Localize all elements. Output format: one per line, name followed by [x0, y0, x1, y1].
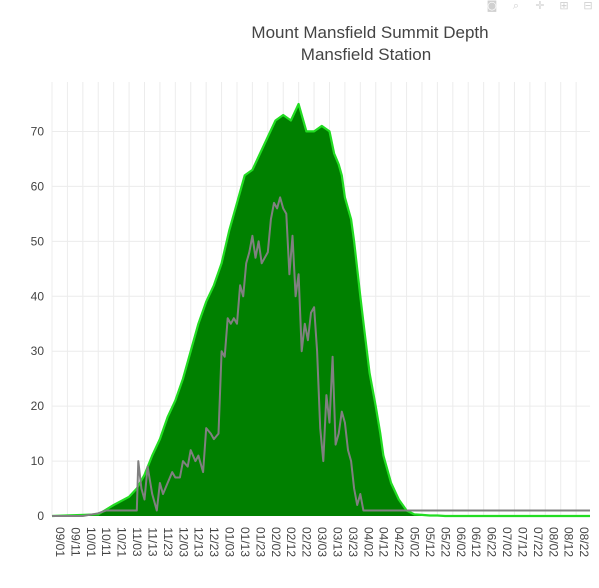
zoom-in-icon[interactable]: ⊞ — [559, 0, 569, 12]
x-tick-label: 03/13 — [330, 527, 344, 557]
x-tick-label: 10/21 — [115, 527, 129, 557]
x-tick-label: 06/02 — [454, 527, 468, 557]
chart-title: Mount Mansfield Summit Depth — [251, 23, 488, 42]
x-tick-label: 04/22 — [392, 527, 406, 557]
x-tick-label: 01/23 — [253, 527, 267, 557]
x-tick-label: 11/03 — [130, 527, 144, 556]
y-tick-label: 40 — [31, 289, 45, 303]
x-tick-label: 07/12 — [515, 527, 529, 557]
x-tick-label: 11/13 — [145, 527, 159, 556]
x-tick-label: 02/02 — [269, 527, 283, 557]
x-tick-label: 04/02 — [361, 527, 375, 557]
x-tick-label: 09/01 — [53, 527, 67, 557]
y-tick-label: 0 — [37, 509, 44, 523]
x-tick-label: 05/02 — [408, 527, 422, 557]
x-tick-label: 12/13 — [192, 527, 206, 557]
x-tick-label: 11/23 — [161, 527, 175, 556]
y-tick-label: 60 — [31, 179, 45, 193]
camera-icon[interactable]: ◙ — [486, 0, 498, 12]
x-tick-label: 01/03 — [223, 527, 237, 557]
x-tick-label: 10/11 — [99, 527, 113, 556]
x-tick-label: 03/03 — [315, 527, 329, 557]
y-tick-label: 30 — [31, 344, 45, 358]
y-tick-label: 20 — [31, 399, 45, 413]
zoom-icon[interactable]: ⌕ — [512, 0, 520, 12]
zoom-out-icon[interactable]: ⊟ — [583, 0, 593, 12]
x-tick-label: 03/23 — [346, 527, 360, 557]
x-tick-label: 05/22 — [438, 527, 452, 557]
x-tick-label: 12/23 — [207, 527, 221, 557]
x-tick-label: 08/22 — [577, 527, 591, 557]
depth-line-series[interactable] — [52, 196, 590, 517]
y-tick-label: 10 — [31, 454, 45, 468]
x-tick-label: 07/02 — [500, 527, 514, 557]
y-tick-label: 70 — [31, 124, 45, 138]
modebar: ◙ ⌕ ✛ ⊞ ⊟ — [481, 0, 599, 14]
depth-area-line[interactable] — [51, 102, 590, 518]
x-axis: 09/01 09/11 10/01 10/11 10/21 11/03 11/13 11/23… — [53, 527, 591, 557]
chart-subtitle: Mansfield Station — [301, 45, 431, 64]
pan-icon[interactable]: ✛ — [535, 0, 545, 12]
depth-area-fill[interactable] — [52, 104, 590, 516]
x-tick-label: 05/12 — [423, 527, 437, 557]
x-tick-label: 07/22 — [531, 527, 545, 557]
x-tick-label: 10/01 — [84, 527, 98, 557]
x-tick-label: 09/11 — [68, 527, 82, 556]
x-tick-label: 02/12 — [284, 527, 298, 557]
x-tick-label: 04/12 — [377, 527, 391, 557]
y-tick-label: 50 — [31, 234, 45, 248]
x-tick-label: 02/22 — [300, 527, 314, 557]
x-tick-label: 12/03 — [176, 527, 190, 557]
y-axis: 0 10 20 30 40 50 60 70 — [31, 124, 45, 523]
x-tick-label: 08/12 — [562, 527, 576, 557]
x-tick-label: 06/12 — [469, 527, 483, 557]
plot-area[interactable] — [51, 102, 590, 518]
x-tick-label: 06/22 — [485, 527, 499, 557]
x-tick-label: 08/02 — [546, 527, 560, 557]
x-tick-label: 01/13 — [238, 527, 252, 557]
